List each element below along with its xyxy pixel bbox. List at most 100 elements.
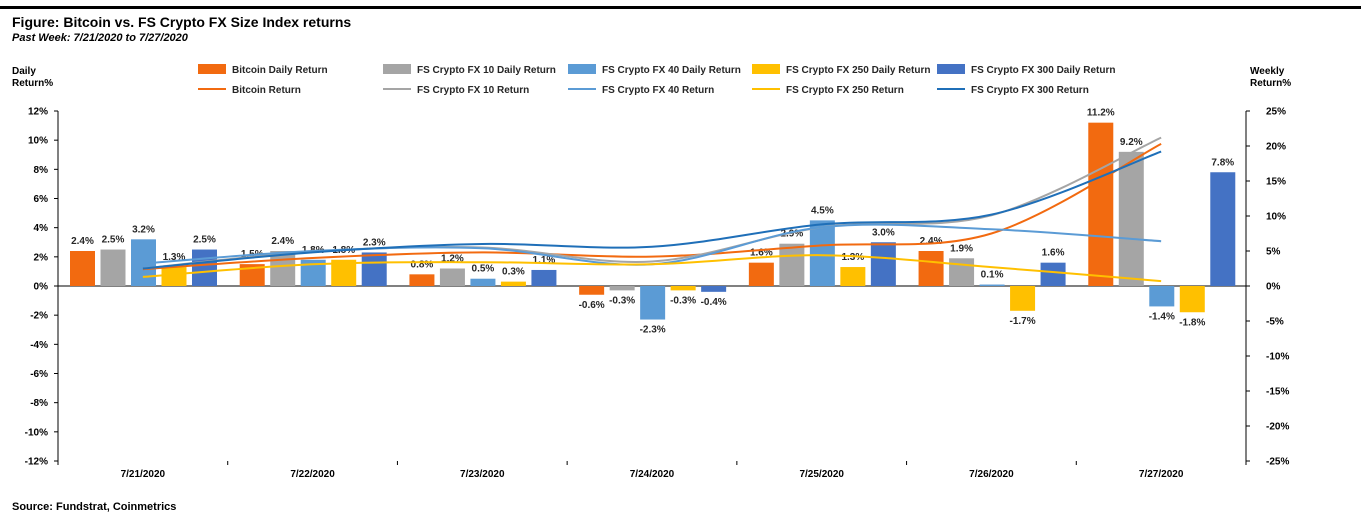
left-axis-title-line1: Daily [12, 66, 36, 77]
left-axis-tick-label: 2% [34, 252, 49, 263]
bar-data-label: 1.3% [841, 252, 864, 263]
right-axis-tick-label: -25% [1266, 457, 1289, 468]
bar-data-label: 2.4% [920, 236, 943, 247]
bar-4 [1010, 286, 1036, 311]
legend-bar-swatch [568, 64, 596, 74]
bar-data-label: 1.1% [533, 255, 556, 266]
bar-data-label: 2.4% [271, 236, 294, 247]
x-axis-tick-label: 7/26/2020 [969, 469, 1014, 480]
bar-data-label: 1.2% [441, 254, 464, 265]
left-axis-tick-label: -8% [30, 398, 48, 409]
bar-data-label: 1.6% [750, 248, 773, 259]
right-axis-tick-label: 5% [1266, 247, 1281, 258]
bar-5 [870, 242, 896, 286]
bar-5 [701, 286, 727, 292]
right-axis-tick-label: 0% [1266, 282, 1281, 293]
bar-data-label: -1.7% [1010, 316, 1036, 327]
bar-data-label: 2.4% [71, 236, 94, 247]
bar-data-label: 2.9% [780, 229, 803, 240]
bar-4 [500, 281, 526, 286]
x-axis-tick-label: 7/25/2020 [799, 469, 844, 480]
bar-1 [239, 264, 265, 286]
right-axis-tick-label: 15% [1266, 177, 1286, 188]
bar-data-label: -1.8% [1179, 317, 1205, 328]
left-axis-tick-label: 12% [28, 107, 48, 118]
left-axis-tick-label: 8% [34, 165, 49, 176]
bar-5 [531, 269, 557, 286]
bar-2 [1118, 151, 1144, 286]
bar-1 [579, 286, 605, 295]
bar-data-label: 3.2% [132, 224, 155, 235]
bar-1 [748, 262, 774, 286]
bar-3 [979, 284, 1005, 286]
x-axis-tick-label: 7/24/2020 [630, 469, 675, 480]
left-axis-title-line2: Return% [12, 78, 54, 89]
x-axis-tick-label: 7/23/2020 [460, 469, 505, 480]
bar-2 [609, 286, 635, 291]
bar-data-label: 1.6% [1042, 248, 1065, 259]
left-axis-title: Daily Return% [12, 66, 53, 90]
bar-3 [809, 220, 835, 286]
legend-line-label: FS Crypto FX 40 Return [602, 85, 714, 96]
bar-2 [270, 251, 296, 286]
bar-data-label: 3.0% [872, 227, 895, 238]
bar-1 [70, 251, 95, 286]
page-title: Figure: Bitcoin vs. FS Crypto FX Size In… [12, 14, 352, 30]
line-series-5 [142, 150, 1162, 270]
left-axis-tick-label: -12% [25, 457, 48, 468]
right-axis-title-line2: Return% [1250, 78, 1292, 89]
bar-5 [361, 252, 387, 286]
bar-data-label: 11.2% [1087, 108, 1115, 119]
right-axis-tick-label: -15% [1266, 387, 1289, 398]
bar-3 [470, 278, 496, 286]
left-axis-tick-label: -4% [30, 340, 48, 351]
x-axis-tick-label: 7/22/2020 [290, 469, 335, 480]
right-axis-tick-label: 25% [1266, 107, 1286, 118]
bar-2 [949, 258, 975, 286]
right-axis-tick-label: 10% [1266, 212, 1286, 223]
legend-bar-label: Bitcoin Daily Return [232, 65, 328, 76]
right-axis-title: Weekly Return% [1250, 66, 1291, 90]
legend-line-label: Bitcoin Return [232, 85, 301, 96]
bar-1 [918, 251, 944, 286]
legend-bar-swatch [752, 64, 780, 74]
bar-4 [1179, 286, 1205, 313]
bar-data-label: -2.3% [640, 325, 666, 336]
bar-4 [670, 286, 696, 291]
bar-4 [840, 267, 866, 286]
bar-data-label: 1.3% [163, 252, 186, 263]
bar-data-label: -0.3% [609, 295, 635, 306]
bar-data-label: 2.5% [193, 235, 216, 246]
bar-data-label: 4.5% [811, 205, 834, 216]
bar-data-label: 1.9% [950, 243, 973, 254]
top-rule [0, 6, 1361, 9]
source-note: Source: Fundstrat, Coinmetrics [12, 501, 177, 513]
legend-bar-swatch [383, 64, 411, 74]
right-axis-title-line1: Weekly [1250, 66, 1285, 77]
bar-data-label: 0.1% [981, 270, 1004, 281]
legend-line-label: FS Crypto FX 300 Return [971, 85, 1089, 96]
bar-2 [100, 249, 126, 286]
left-axis-tick-label: -6% [30, 369, 48, 380]
legend-bar-label: FS Crypto FX 10 Daily Return [417, 65, 556, 76]
right-axis-tick-label: 20% [1266, 142, 1286, 153]
bar-data-label: -0.6% [579, 300, 605, 311]
bar-data-label: 0.5% [472, 264, 495, 275]
bar-data-label: 2.5% [102, 235, 125, 246]
bar-2 [779, 243, 805, 286]
bar-data-label: -1.4% [1149, 311, 1175, 322]
bar-5 [1040, 262, 1066, 286]
legend-bar-label: FS Crypto FX 250 Daily Return [786, 65, 930, 76]
legend-bar-swatch [198, 64, 226, 74]
right-axis-tick-label: -5% [1266, 317, 1284, 328]
bar-1 [409, 274, 435, 286]
right-axis-tick-label: -10% [1266, 352, 1289, 363]
bar-data-label: 2.3% [363, 237, 386, 248]
bar-4 [161, 267, 187, 286]
legend-bar-label: FS Crypto FX 40 Daily Return [602, 65, 741, 76]
legend-bar-label: FS Crypto FX 300 Daily Return [971, 65, 1115, 76]
bar-data-label: 9.2% [1120, 137, 1143, 148]
legend-bar-swatch [937, 64, 965, 74]
bar-data-label: -0.3% [670, 295, 696, 306]
left-axis-tick-label: 4% [34, 223, 49, 234]
